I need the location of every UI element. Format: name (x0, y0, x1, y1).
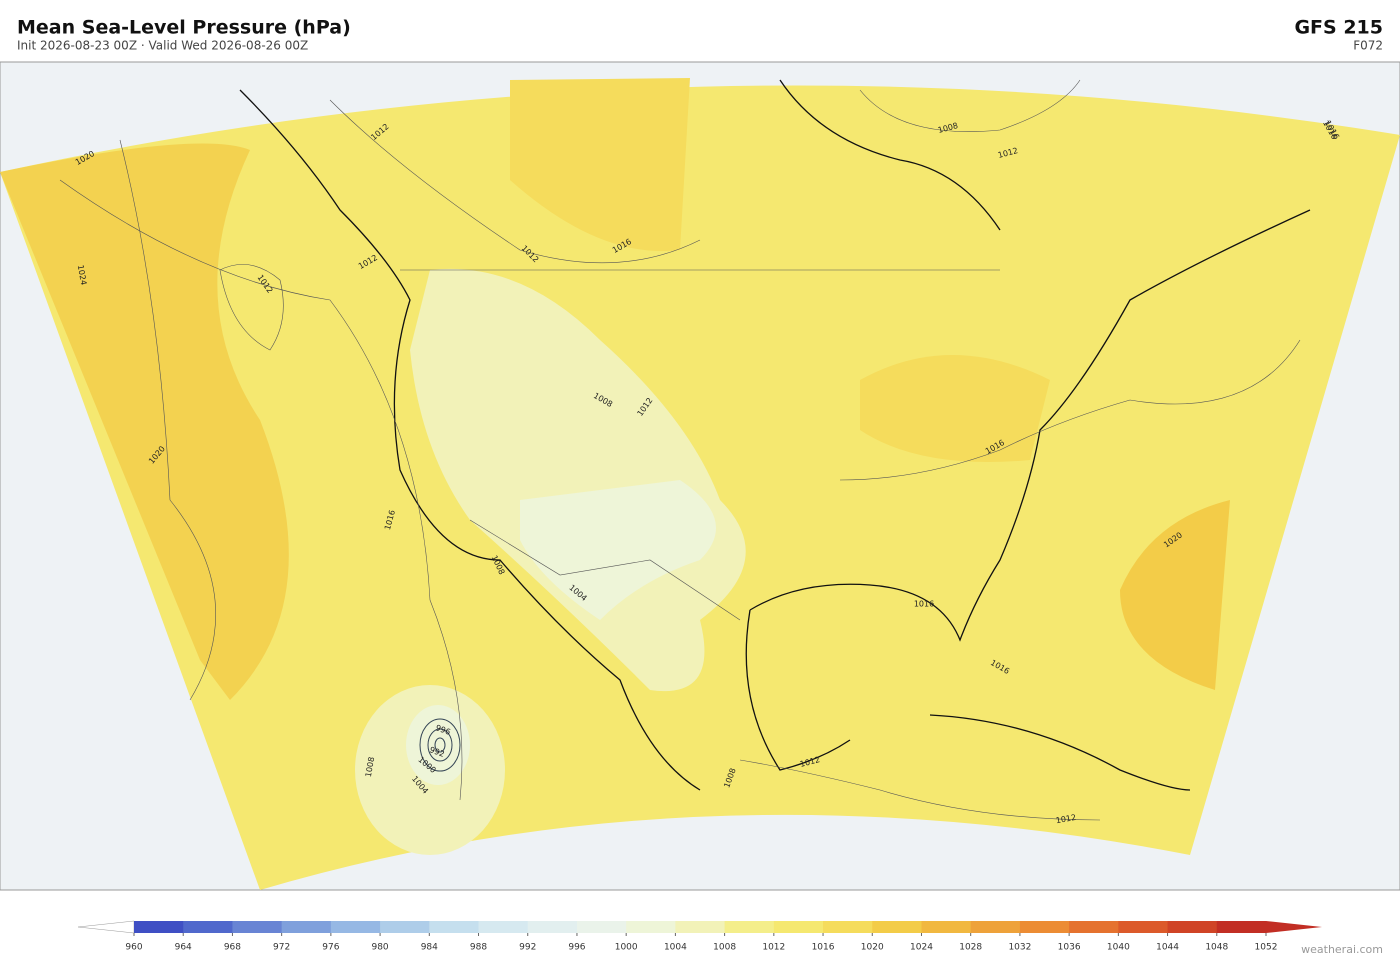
colorbar-swatch (1069, 921, 1119, 933)
colorbar-swatch (1216, 921, 1267, 933)
contour-label: 1012 (1055, 813, 1077, 825)
attribution: weatherai.com (1301, 943, 1383, 956)
coastline (745, 609, 851, 771)
forecast-hour: F072 (1353, 39, 1383, 53)
isobar (419, 718, 461, 772)
pressure-low (406, 705, 470, 785)
colorbar-label: 1040 (1107, 943, 1130, 953)
colorbar-swatch (1019, 921, 1070, 933)
colorbar-swatch (232, 921, 283, 933)
isobar (59, 179, 463, 801)
pressure-high (510, 78, 690, 252)
colorbar-label: 1036 (1058, 943, 1081, 953)
coastline (239, 89, 701, 791)
colorbar-label: 1012 (762, 943, 785, 953)
isobar (434, 737, 446, 753)
subtitle: Init 2026-08-23 00Z · Valid Wed 2026-08-… (17, 39, 308, 53)
colorbar-label: 992 (519, 943, 536, 953)
pressure-high (0, 143, 289, 700)
colorbar-label: 980 (371, 943, 388, 953)
isobar (329, 99, 701, 264)
colorbar-label: 1028 (959, 943, 982, 953)
isobar (427, 728, 453, 762)
colorbar-swatch (970, 921, 1021, 933)
border (469, 519, 741, 621)
colorbar-label: 1000 (615, 943, 638, 953)
colorbar-swatch (724, 921, 775, 933)
colorbar-swatch (183, 921, 233, 933)
contour-label: 1024 (76, 264, 88, 286)
colorbar-swatch (675, 921, 726, 933)
colorbar-label: 1016 (812, 943, 835, 953)
colorbar-label: 976 (322, 943, 339, 953)
colorbar-swatch (872, 921, 922, 933)
colorbar-swatch (380, 921, 430, 933)
colorbar-label: 1020 (861, 943, 884, 953)
pressure-high (1120, 500, 1230, 690)
colorbar-swatch (921, 921, 972, 933)
pressure-low (410, 268, 746, 692)
colorbar-label: 1024 (910, 943, 933, 953)
colorbar-swatch (478, 921, 529, 933)
colorbar-swatch (429, 921, 480, 933)
colorbar: 960 964 968 972 976 980 984 988 992 996 1000 1004 10… (77, 920, 1322, 953)
colorbar-label: 996 (568, 943, 585, 953)
contour-label: 1008 (364, 756, 376, 778)
colorbar-label: 1044 (1156, 943, 1179, 953)
colorbar-swatch (626, 921, 676, 933)
colorbar-label: 960 (125, 943, 142, 953)
colorbar-label: 1048 (1205, 943, 1228, 953)
colorbar-label: 1032 (1008, 943, 1031, 953)
colorbar-swatch (527, 921, 578, 933)
pressure-high (860, 355, 1050, 462)
colorbar-swatch (773, 921, 824, 933)
colorbar-label: 984 (421, 943, 438, 953)
model: GFS 215 (1294, 17, 1383, 39)
colorbar-label: 964 (175, 943, 192, 953)
colorbar-label: 1008 (713, 943, 736, 953)
colorbar-extension (1266, 921, 1322, 933)
contour-label: 1016 (914, 600, 934, 609)
coastline (779, 79, 1001, 231)
coastline (749, 209, 1311, 642)
colorbar-swatch (823, 921, 873, 933)
colorbar-swatch (1167, 921, 1218, 933)
isobar (219, 264, 284, 351)
isobar (859, 79, 1081, 132)
isobar (839, 339, 1301, 481)
colorbar-label: 972 (273, 943, 290, 953)
isobar (119, 139, 217, 701)
colorbar-label: 988 (470, 943, 487, 953)
colorbar-swatch (134, 921, 184, 933)
colorbar-swatch (281, 921, 332, 933)
coastline (929, 714, 1191, 791)
colorbar-swatch (1118, 921, 1169, 933)
colorbar-label: 1004 (664, 943, 687, 953)
map (0, 61, 1400, 891)
title: Mean Sea-Level Pressure (hPa) (17, 17, 351, 39)
isobar (739, 759, 1101, 821)
colorbar-label: 968 (224, 943, 241, 953)
colorbar-swatch (576, 921, 627, 933)
colorbar-label: 1052 (1255, 943, 1278, 953)
pressure-low (520, 480, 716, 620)
colorbar-swatch (330, 921, 381, 933)
